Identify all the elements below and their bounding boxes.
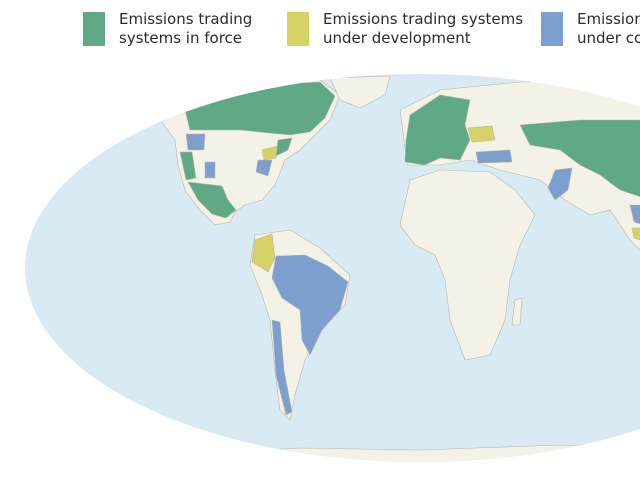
chile [271, 319, 293, 416]
legend-label-line2: under con [577, 29, 640, 47]
usa-rggi [261, 145, 279, 161]
antarctica [179, 444, 640, 462]
africa [399, 169, 536, 361]
canada [184, 81, 336, 136]
legend-label-line2: systems in force [119, 29, 243, 47]
legend-label-line1: Emissions trading [119, 10, 253, 28]
legend-label-line1: Emissions [577, 10, 640, 28]
colombia [251, 233, 276, 273]
usa-southwest [204, 161, 216, 179]
mexico [187, 181, 237, 219]
turkey [475, 149, 513, 164]
greenland [329, 75, 391, 109]
legend-swatch-under-consideration [541, 12, 563, 46]
pakistan [547, 167, 573, 201]
europe-eu [404, 94, 471, 166]
legend-under-consideration: Emissionsunder con [541, 10, 640, 48]
southeast-asia [629, 204, 640, 226]
legend-swatch-under-development [287, 12, 309, 46]
usa-west-states [185, 133, 206, 151]
legend-label-line1: Emissions trading systems [323, 10, 524, 28]
legend-swatch-in-force [83, 12, 105, 46]
usa-carolina [255, 159, 273, 177]
usa-northeast [275, 137, 293, 157]
legend-label-line2: under development [323, 29, 471, 47]
ukraine [467, 125, 496, 143]
legend-in-force: Emissions trading systems in force [83, 10, 252, 48]
madagascar [511, 297, 523, 326]
kazakhstan-china [519, 119, 640, 201]
legend-under-development: Emissions trading systems under developme… [287, 10, 523, 48]
usa-california [179, 151, 197, 181]
brazil [271, 254, 349, 356]
